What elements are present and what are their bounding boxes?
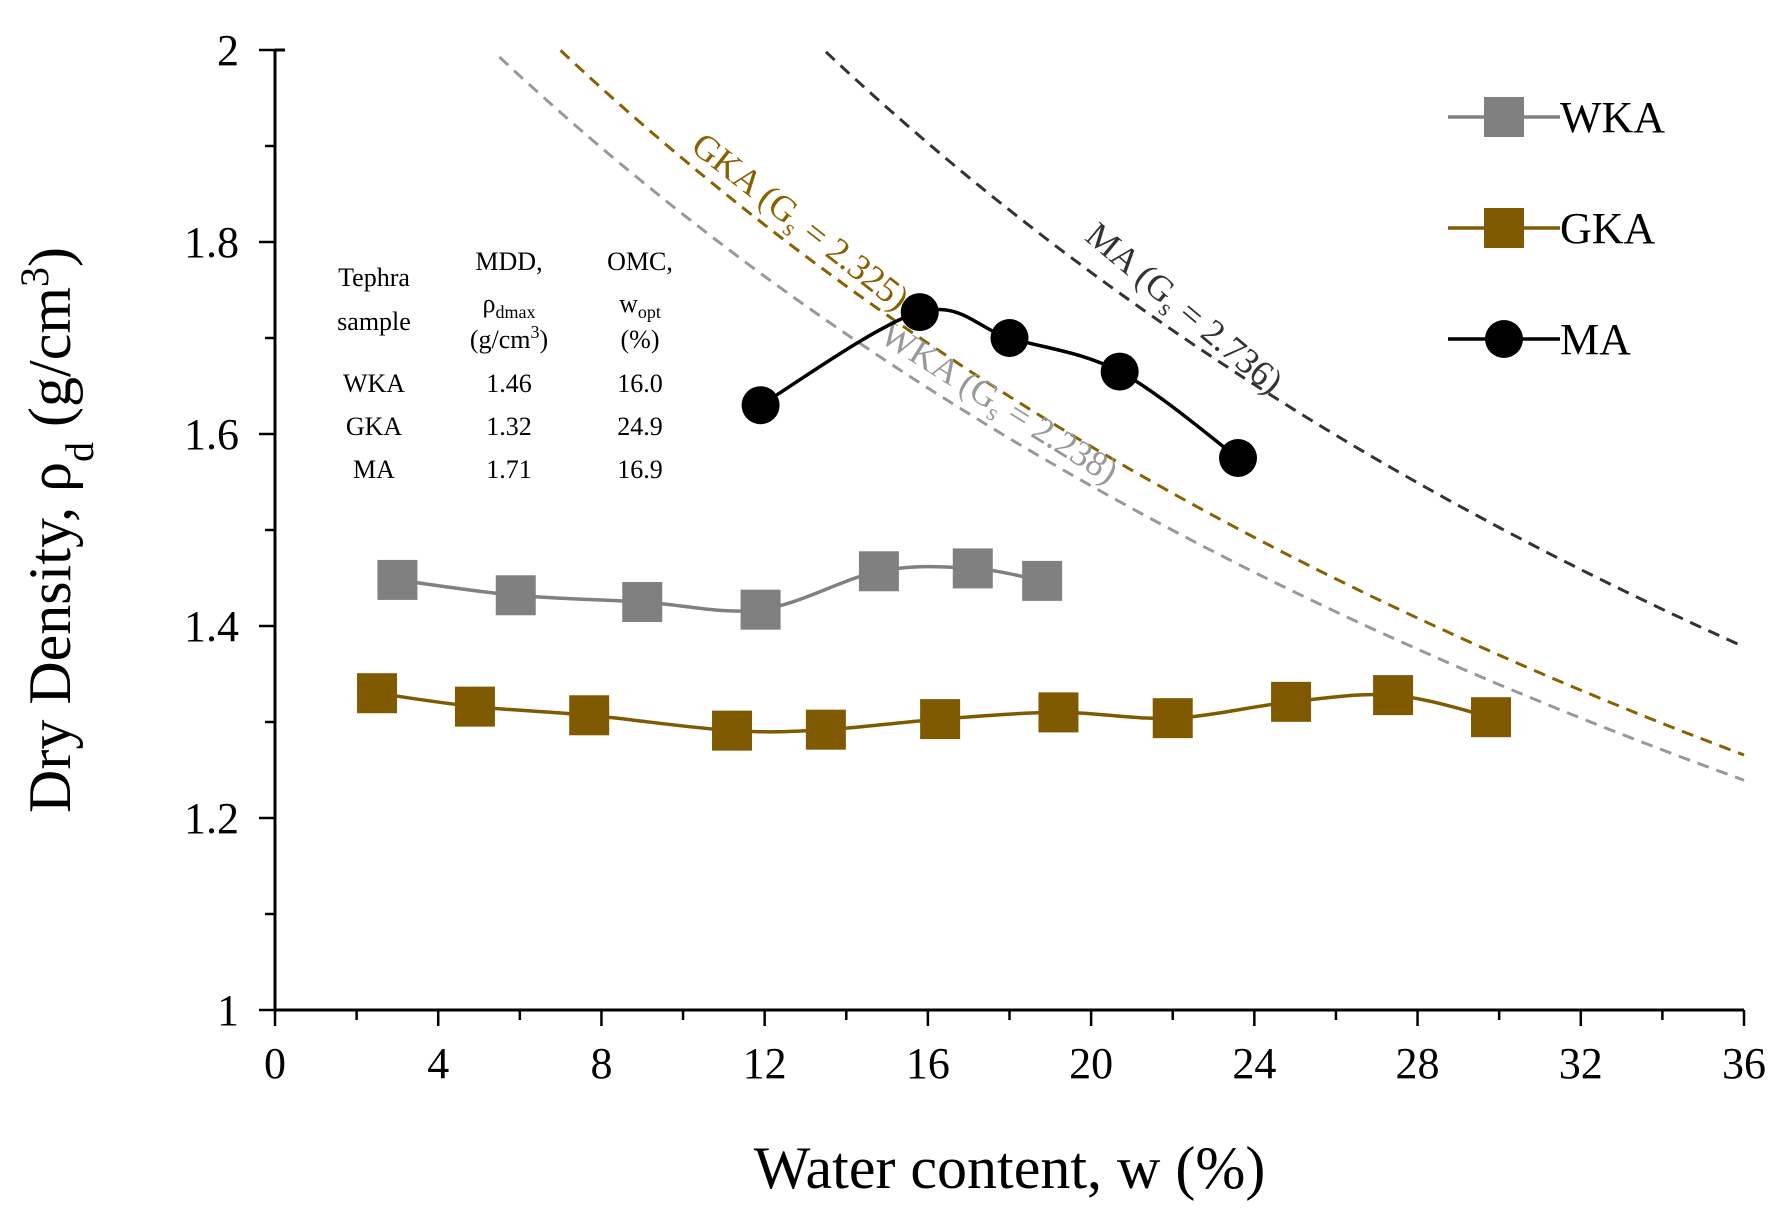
data-point <box>920 699 961 740</box>
data-point <box>569 695 610 736</box>
table-header-sample-line1: Tephra <box>338 263 410 292</box>
x-tick-label: 8 <box>590 1039 612 1088</box>
data-point <box>1038 692 1079 733</box>
table-cell: 16.0 <box>617 369 663 398</box>
y-tick-label: 1.2 <box>184 794 239 843</box>
y-tick-label: 1.6 <box>184 410 239 459</box>
y-tick-label: 1 <box>217 986 239 1035</box>
table-cell: 1.46 <box>486 369 532 398</box>
table-cell: MA <box>353 455 395 484</box>
table-header-mdd-symbol: ρdmax <box>483 289 536 322</box>
inset-table: Tephra sample MDD, ρdmax (g/cm3) OMC, wo… <box>337 247 673 484</box>
data-point <box>622 582 663 622</box>
data-point <box>805 709 846 750</box>
table-header-mdd: MDD, <box>475 247 542 276</box>
data-point <box>1219 439 1258 477</box>
legend: WKA GKA MA <box>1448 93 1665 364</box>
legend-label: GKA <box>1560 204 1656 253</box>
y-tick-label: 1.8 <box>184 218 239 267</box>
table-cell: 16.9 <box>617 455 663 484</box>
table-cell: 1.71 <box>486 455 532 484</box>
x-tick-label: 32 <box>1559 1039 1603 1088</box>
data-point <box>712 710 753 751</box>
table-header-omc: OMC, <box>607 247 673 276</box>
x-tick-label: 24 <box>1232 1039 1276 1088</box>
data-point <box>1271 681 1312 722</box>
x-tick-label: 4 <box>427 1039 449 1088</box>
x-tick-label: 16 <box>906 1039 950 1088</box>
legend-marker <box>1484 208 1524 248</box>
data-point <box>1471 697 1512 738</box>
zav-curve <box>498 55 1745 782</box>
x-tick-label: 0 <box>264 1039 286 1088</box>
x-axis-title: Water content, w (%) <box>754 1135 1266 1201</box>
data-point <box>1022 560 1063 601</box>
legend-marker <box>1484 97 1524 137</box>
table-header-omc-symbol: wopt <box>619 289 661 322</box>
data-point <box>454 686 495 727</box>
x-tick-label: 20 <box>1069 1039 1113 1088</box>
x-tick-label: 36 <box>1722 1039 1766 1088</box>
legend-label: WKA <box>1560 93 1665 142</box>
data-point <box>1373 675 1414 716</box>
data-point <box>495 575 536 616</box>
y-tick-label: 1.4 <box>184 602 239 651</box>
table-header-sample-line2: sample <box>337 307 411 336</box>
x-tick-label: 28 <box>1396 1039 1440 1088</box>
series-line <box>397 564 1043 613</box>
zav-curve <box>824 50 1745 649</box>
data-point <box>377 559 418 600</box>
series-gka <box>357 673 1512 751</box>
legend-item-wka: WKA <box>1448 93 1665 142</box>
data-point <box>1100 352 1139 391</box>
y-axis-title: Dry Density, ρd (g/cm3) <box>12 247 102 813</box>
table-cell: 1.32 <box>486 412 532 441</box>
zav-curve-label: GKA (Gs = 2.325) <box>681 124 917 323</box>
data-point <box>740 589 781 630</box>
data-point <box>1152 698 1193 739</box>
legend-label: MA <box>1560 315 1631 364</box>
data-point <box>952 548 993 589</box>
ticks: 0 4 8 12 16 20 24 28 32 36 1 1.2 1.4 1.6 1.8 2 <box>184 26 1766 1088</box>
table-cell: GKA <box>346 412 403 441</box>
series-ma <box>741 293 1258 477</box>
data-point <box>858 551 899 592</box>
table-header-omc-unit: (%) <box>621 325 660 354</box>
data-point <box>741 386 780 425</box>
series-wka <box>377 548 1063 630</box>
legend-marker <box>1485 320 1523 358</box>
zav-curves: MA (Gs = 2.736)GKA (Gs = 2.325)WKA (Gs =… <box>498 49 1745 782</box>
legend-item-ma: MA <box>1448 315 1631 364</box>
table-cell: 24.9 <box>617 412 663 441</box>
table-header-mdd-unit: (g/cm3) <box>470 322 548 354</box>
axes <box>273 48 1744 1012</box>
series <box>357 293 1512 751</box>
table-cell: WKA <box>343 369 405 398</box>
y-tick-label: 2 <box>217 26 239 75</box>
data-point <box>357 673 398 714</box>
x-tick-label: 12 <box>743 1039 787 1088</box>
data-point <box>990 319 1029 357</box>
data-point <box>900 293 939 332</box>
legend-item-gka: GKA <box>1448 204 1656 253</box>
